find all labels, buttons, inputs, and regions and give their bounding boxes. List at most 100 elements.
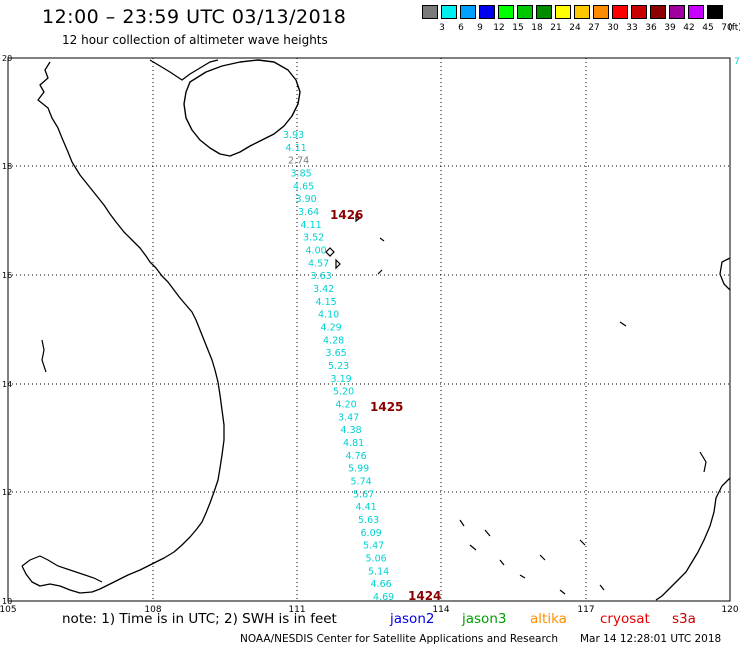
legend-swatch	[593, 5, 609, 19]
map-title: 12:00 – 23:59 UTC 03/13/2018	[42, 6, 347, 28]
swh-value: 4.20	[336, 400, 357, 411]
legend-label: 18	[531, 23, 543, 33]
legend-label: 39	[664, 23, 676, 33]
swh-value: 4.76	[346, 451, 367, 462]
legend-swatch	[650, 5, 666, 19]
legend-label: 9	[477, 23, 483, 33]
swh-value: 4.11	[286, 143, 307, 154]
swh-value: 4.66	[371, 579, 392, 590]
legend-unit: (ft)	[728, 23, 740, 33]
swh-value: 5.99	[348, 464, 369, 475]
legend-swatch	[631, 5, 647, 19]
legend-swatch	[612, 5, 628, 19]
legend-label: 33	[626, 23, 638, 33]
lat-tick-label: 10	[2, 597, 12, 606]
south-china-coastline	[149, 59, 219, 81]
swh-value: 3.42	[313, 284, 334, 295]
lat-tick-label: 14	[2, 380, 12, 389]
map-frame	[7, 57, 731, 602]
legend-swatch	[536, 5, 552, 19]
swh-value: 4.00	[306, 246, 327, 257]
swh-value: 3.64	[298, 207, 319, 218]
units-note: note: 1) Time is in UTC; 2) SWH is in fe…	[62, 611, 337, 627]
hainan-island	[183, 59, 301, 157]
satellite-jason2: jason2	[390, 611, 435, 627]
legend-swatch	[422, 5, 438, 19]
swh-value: 5.63	[358, 515, 379, 526]
pass-time-labels: 1426 1425 1424	[330, 208, 441, 603]
map-subtitle: 12 hour collection of altimeter wave hei…	[62, 33, 328, 47]
lat-tick-label: 12	[2, 488, 12, 497]
legend-swatch	[574, 5, 590, 19]
swh-value: 3.93	[283, 130, 304, 141]
legend-label: 24	[569, 23, 581, 33]
pass-time-label: 1425	[370, 400, 403, 414]
satellite-cryosat: cryosat	[600, 611, 650, 627]
swh-value: 4.10	[318, 310, 339, 321]
swh-value: 4.41	[356, 502, 377, 513]
philippines-coastline	[719, 257, 731, 291]
swh-value: 3.63	[311, 271, 332, 282]
axis-tick-labels: 105 108 111 114 117 120 20 18 16 14 12 10 7	[0, 54, 740, 615]
swh-value: 5.67	[353, 489, 374, 500]
lon-tick-label: 117	[577, 605, 594, 615]
lat-lon-grid	[8, 58, 730, 601]
agency-credit: NOAA/NESDIS Center for Satellite Applica…	[240, 633, 558, 645]
lat-tick-label: 16	[2, 271, 12, 280]
satellite-jason3: jason3	[462, 611, 507, 627]
palawan-coastline	[699, 451, 707, 473]
swh-value: 5.14	[368, 566, 389, 577]
legend-swatch	[460, 5, 476, 19]
swh-value: 4.65	[293, 181, 314, 192]
swh-value: 3.47	[338, 412, 359, 423]
lon-tick-label: 105	[0, 605, 17, 615]
pass-time-label: 1426	[330, 208, 363, 222]
swh-value: 3.85	[291, 169, 312, 180]
legend-swatch	[498, 5, 514, 19]
swh-value: 4.29	[321, 323, 342, 334]
legend-swatch	[555, 5, 571, 19]
legend-swatch	[688, 5, 704, 19]
swh-value: 4.11	[301, 220, 322, 231]
satellite-track-values: 3.93 4.11 2.74 3.854.65 3.90 3.64 4.11 3.52 4.00…	[283, 130, 394, 603]
lon-tick-label: 108	[144, 605, 161, 615]
swh-value: 2.74	[288, 156, 309, 167]
legend-label: 70	[721, 23, 733, 33]
island-groups	[325, 213, 627, 595]
legend-label: 15	[512, 23, 524, 33]
swh-value: 5.47	[363, 541, 384, 552]
legend-label: 12	[493, 23, 505, 33]
legend-label: 3	[439, 23, 445, 33]
legend-label: 30	[607, 23, 619, 33]
swh-value: 5.74	[351, 477, 372, 488]
lon-tick-label: 111	[288, 605, 305, 615]
legend-label: 21	[550, 23, 562, 33]
legend-label: 6	[458, 23, 464, 33]
legend-swatch	[517, 5, 533, 19]
swh-value: 3.19	[331, 374, 352, 385]
legend-swatch	[479, 5, 495, 19]
swh-value: 4.15	[316, 297, 337, 308]
swh-value: 5.23	[328, 361, 349, 372]
swh-value: 6.09	[361, 528, 382, 539]
legend-label: 36	[645, 23, 657, 33]
satellite-s3a: s3a	[672, 611, 696, 627]
pass-time-label: 1424	[408, 589, 441, 603]
lat-tick-label: 20	[2, 54, 12, 63]
legend-swatch	[669, 5, 685, 19]
legend-label: 27	[588, 23, 600, 33]
mekong-delta-coast	[21, 555, 103, 583]
lat-tick-label: 18	[2, 162, 12, 171]
swh-value: 4.57	[308, 258, 329, 269]
legend-label: 45	[702, 23, 714, 33]
con-son-coast	[41, 339, 47, 373]
swh-value: 4.81	[343, 438, 364, 449]
swh-value: 3.90	[296, 194, 317, 205]
swh-value: 4.69	[373, 592, 394, 603]
lon-tick-label: 120	[721, 605, 738, 615]
edge-track-value: 7	[734, 57, 740, 67]
swh-value: 3.52	[303, 233, 324, 244]
swh-value: 4.38	[341, 425, 362, 436]
swh-value: 5.06	[366, 554, 387, 565]
